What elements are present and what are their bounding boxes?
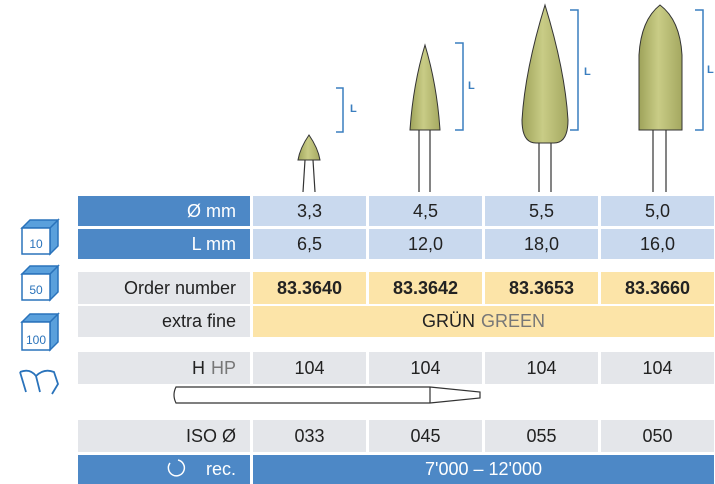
cell-text: HP (210, 357, 236, 378)
cell: 033 (253, 420, 366, 452)
pack-size: 10 (29, 237, 43, 251)
speed-cell: 7'000 – 12'000 (253, 455, 714, 484)
length-marker: L (468, 80, 475, 92)
cell: 5,0 (601, 196, 714, 226)
row-label: Order number (78, 272, 250, 304)
cell: 83.3653 (485, 272, 598, 304)
pack-size: 100 (26, 333, 46, 347)
row-label: extra fine (78, 306, 250, 337)
cell: 5,5 (485, 196, 598, 226)
length-marker: L (584, 66, 591, 78)
cell: 83.3660 (601, 272, 714, 304)
row-label: rec. (78, 455, 250, 484)
cell: 050 (601, 420, 714, 452)
grit-cell: GRÜN GREEN (253, 306, 714, 337)
cell: 6,5 (253, 229, 366, 259)
length-marker: L (350, 103, 357, 115)
cell: 18,0 (485, 229, 598, 259)
cell: 16,0 (601, 229, 714, 259)
row-label: Ø mm (78, 196, 250, 226)
row-label: ISO Ø (78, 420, 250, 452)
cell: 104 (253, 352, 366, 384)
cell: 104 (601, 352, 714, 384)
cell-text: GREEN (480, 311, 545, 331)
cell-text: H (191, 357, 205, 378)
cell: 045 (369, 420, 482, 452)
cell: 104 (369, 352, 482, 384)
row-label: L mm (78, 229, 250, 259)
cell: 12,0 (369, 229, 482, 259)
row-label: H HP (78, 352, 250, 384)
cell: 4,5 (369, 196, 482, 226)
handpiece-icon (19, 369, 59, 395)
cell: 3,3 (253, 196, 366, 226)
shank-drawing (173, 386, 481, 404)
rotation-icon (167, 459, 186, 477)
cell: 83.3642 (369, 272, 482, 304)
cell: 055 (485, 420, 598, 452)
cell: 83.3640 (253, 272, 366, 304)
pack-size: 50 (29, 283, 43, 297)
cell: 104 (485, 352, 598, 384)
cell-text: GRÜN (421, 311, 475, 331)
length-marker: L (707, 64, 714, 76)
